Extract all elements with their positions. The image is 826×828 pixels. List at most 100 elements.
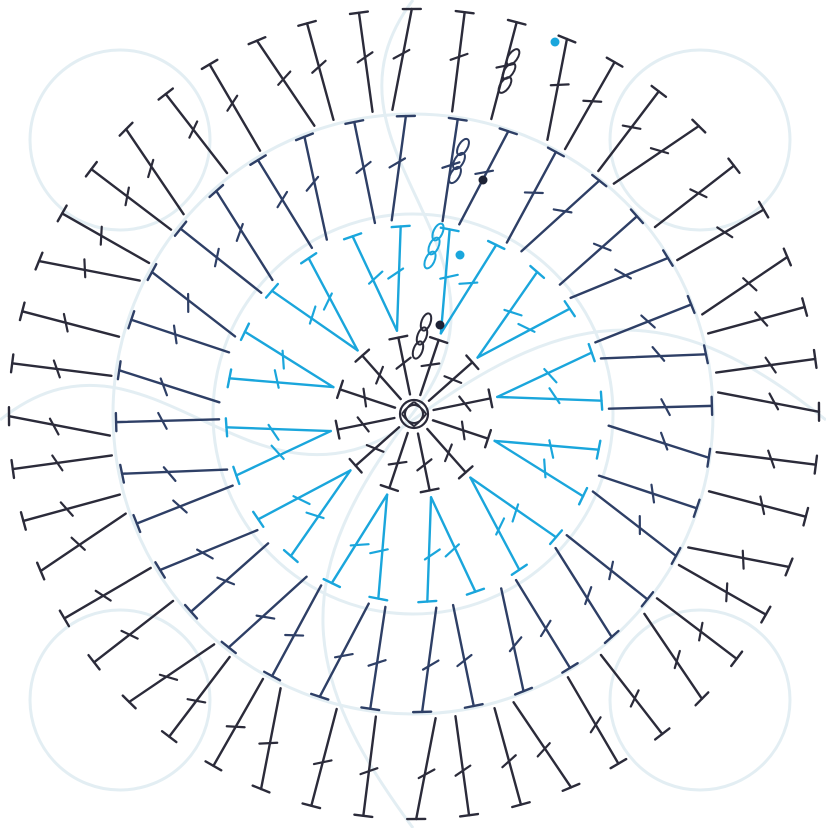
stitch-yarn-over <box>458 281 479 285</box>
stitch-stem <box>701 255 789 316</box>
stitch-top-bar <box>782 247 793 267</box>
stitch-yarn-over <box>235 222 244 242</box>
stitch-stem <box>514 578 572 670</box>
stitch-top-bar <box>513 686 534 696</box>
stitch-top-bar <box>334 419 341 440</box>
stitch-stem <box>179 227 263 294</box>
stitch-stem <box>597 90 660 173</box>
stitch-yarn-over <box>70 536 86 551</box>
stitch-yarn-over <box>120 629 139 640</box>
stitch-yarn-over <box>741 549 745 570</box>
stitch-top-bar <box>760 605 772 624</box>
stitch-yarn-over <box>548 387 561 405</box>
stitch-yarn-over <box>508 636 523 653</box>
stitch-top-bar <box>702 344 709 365</box>
stitch-yarn-over <box>517 322 536 333</box>
stitch-stem <box>612 124 701 185</box>
stitch-yarn-over <box>356 51 374 64</box>
stitch-yarn-over <box>698 621 704 642</box>
stitch-top-bar <box>249 154 267 166</box>
stitch-yarn-over <box>444 543 461 558</box>
stitch-top-bar <box>653 727 671 741</box>
stitch-stem <box>439 228 451 335</box>
stitch-yarn-over <box>124 186 130 207</box>
stitch-yarn-over <box>62 312 69 333</box>
stitch-yarn-over <box>349 543 370 547</box>
stitch-stem <box>92 599 175 664</box>
stitch-stem <box>469 476 521 571</box>
stitch-yarn-over <box>355 160 372 175</box>
stitch-stem <box>707 490 807 518</box>
stitch-stem <box>554 546 613 639</box>
stitch-yarn-over <box>273 369 280 389</box>
stitch-top-bar <box>379 483 400 493</box>
stitch-top-bar <box>252 510 265 528</box>
stitch-stem <box>395 225 402 332</box>
stitch-top-bar <box>35 561 46 581</box>
stitch-yarn-over <box>660 398 671 417</box>
stitch-stem <box>353 120 377 225</box>
stitch-top-bar <box>344 119 365 126</box>
stitch-top-bar <box>727 157 741 175</box>
stitch-top-bar <box>282 548 299 564</box>
stitch-stem <box>469 476 558 539</box>
stitch-stem <box>714 357 817 374</box>
stitch-stem <box>114 418 221 424</box>
stitch-top-bar <box>294 132 315 142</box>
stitch-yarn-over <box>689 188 708 199</box>
stitch-top-bar <box>694 691 710 707</box>
stitch-yarn-over <box>48 417 60 436</box>
stitch-top-bar <box>784 557 794 577</box>
stitch-top-bar <box>605 56 624 68</box>
stitch-stem <box>426 427 467 474</box>
stitch-yarn-over <box>159 377 169 397</box>
stitch-yarn-over <box>292 495 311 506</box>
stitch-stem <box>351 235 399 332</box>
stitch-stem <box>369 605 387 710</box>
stitch-top-bar <box>335 379 345 400</box>
stitch-stem <box>520 179 601 253</box>
stitch-stem <box>37 259 141 282</box>
stitch-yarn-over <box>365 444 385 453</box>
stitch-yarn-over <box>305 511 325 520</box>
stitch-stem <box>717 391 821 413</box>
stitch-stem <box>715 450 818 466</box>
stitch-top-bar <box>262 670 282 682</box>
stitch-stem <box>476 307 571 359</box>
stitch-stem <box>270 289 359 352</box>
stitch-top-bar <box>662 249 674 267</box>
stitch-yarn-over <box>651 346 666 362</box>
stitch-stem <box>377 493 389 600</box>
stitch-yarn-over <box>417 768 436 780</box>
chain-stitch <box>411 340 425 360</box>
stitch-top-bar <box>301 802 322 810</box>
stitch-yarn-over <box>716 226 734 239</box>
stitch-stem <box>259 687 282 791</box>
stitch-stem <box>135 484 234 525</box>
stitch-yarn-over <box>270 444 285 461</box>
stitch-top-bar <box>486 239 506 251</box>
stitch-yarn-over <box>216 576 236 586</box>
stitch-top-bar <box>548 529 564 546</box>
stitch-top-bar <box>264 282 280 299</box>
stitch-stem <box>493 706 523 806</box>
stitch-yarn-over <box>552 208 573 214</box>
stitch-yarn-over <box>172 324 178 345</box>
stitch-stem <box>158 528 259 572</box>
stitch-yarn-over <box>495 517 506 536</box>
stitch-yarn-over <box>539 619 552 638</box>
stitch-stem <box>546 37 569 141</box>
stitch-stem <box>357 11 374 114</box>
stitch-yarn-over <box>742 277 758 292</box>
stitch-stem <box>594 303 693 344</box>
chain-stitch <box>427 236 441 256</box>
stitch-top-bar <box>348 457 363 474</box>
stitch-top-bar <box>603 629 620 645</box>
stitch-top-bar <box>447 116 468 122</box>
stitch-stem <box>676 208 765 262</box>
stitch-top-bar <box>224 417 229 438</box>
stitch-yarn-over <box>226 94 239 112</box>
stitch-top-bar <box>173 220 188 237</box>
stitch-stem <box>289 469 352 558</box>
